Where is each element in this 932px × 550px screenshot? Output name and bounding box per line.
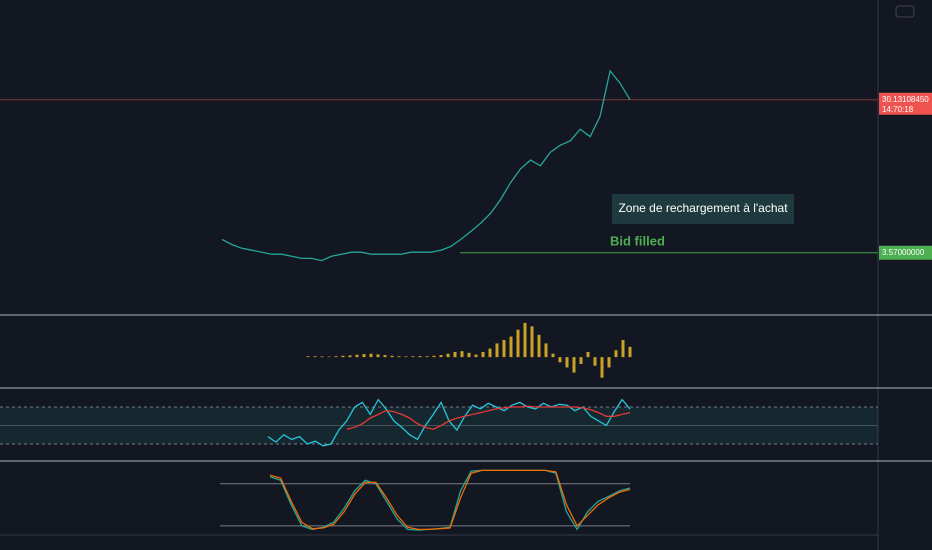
histogram-bar [383, 355, 387, 358]
histogram-bar [544, 343, 548, 358]
histogram-bar [453, 352, 457, 358]
histogram-bar [362, 354, 366, 358]
histogram-bar [523, 322, 527, 358]
histogram-bar [334, 356, 338, 358]
histogram-bar [614, 350, 618, 358]
histogram-bar [565, 357, 569, 368]
histogram-bar [425, 356, 429, 358]
histogram-bar [607, 357, 611, 368]
histogram-bar [355, 354, 359, 358]
histogram-bar [495, 343, 499, 358]
histogram-bar [481, 352, 485, 358]
histogram-bar [621, 340, 625, 358]
histogram-bar [341, 355, 345, 358]
series-line [221, 69, 631, 262]
histogram-bar [530, 326, 534, 358]
toggle-button[interactable] [895, 5, 915, 18]
histogram-bar [432, 355, 436, 358]
histogram-bar [404, 356, 408, 358]
histogram-bar [376, 354, 380, 358]
histogram-bar [418, 356, 422, 358]
histogram-bar [313, 356, 317, 358]
countdown: 14:70:18 [882, 105, 914, 114]
histogram-bar [348, 355, 352, 358]
price-label: 30.13108450 [882, 95, 929, 104]
histogram-bar [600, 357, 604, 378]
histogram-bar [502, 340, 506, 358]
histogram-bar [551, 353, 555, 358]
histogram-bar [327, 356, 331, 358]
histogram-bar [509, 336, 513, 358]
histogram-bar [397, 356, 401, 358]
histogram-bar [488, 348, 492, 358]
price-label-box [879, 245, 932, 260]
histogram-bar [572, 357, 576, 373]
histogram-bar [586, 352, 590, 358]
histogram-bar [306, 356, 310, 358]
histogram-bar [628, 346, 632, 358]
histogram-bar [537, 334, 541, 358]
price-label-box [879, 92, 932, 115]
histogram-bar [467, 352, 471, 358]
histogram-bar [593, 357, 597, 366]
histogram-bar [439, 355, 443, 358]
histogram-bar [516, 329, 520, 358]
histogram-bar [390, 355, 394, 358]
annotation-box [612, 194, 794, 224]
annotation: Bid filled [610, 233, 665, 248]
histogram-bar [446, 353, 450, 358]
histogram-bar [579, 357, 583, 364]
histogram-bar [558, 357, 562, 363]
price-label: 3.57000000 [882, 248, 925, 257]
series-line [269, 469, 631, 531]
histogram-bar [460, 351, 464, 358]
series-line [346, 405, 631, 430]
histogram-bar [369, 353, 373, 358]
histogram-bar [411, 356, 415, 358]
histogram-bar [474, 354, 478, 358]
histogram-bar [320, 356, 324, 358]
annotation: Zone de rechargement à l'achat [618, 201, 788, 215]
